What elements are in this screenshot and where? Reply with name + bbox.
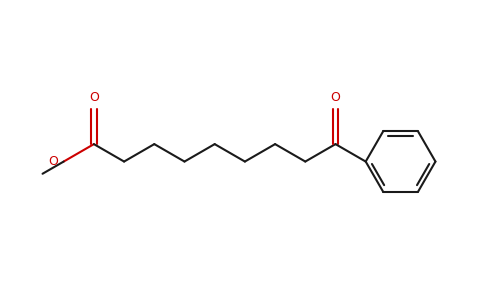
Text: O: O — [89, 91, 99, 104]
Text: O: O — [49, 155, 58, 168]
Text: O: O — [331, 91, 340, 104]
